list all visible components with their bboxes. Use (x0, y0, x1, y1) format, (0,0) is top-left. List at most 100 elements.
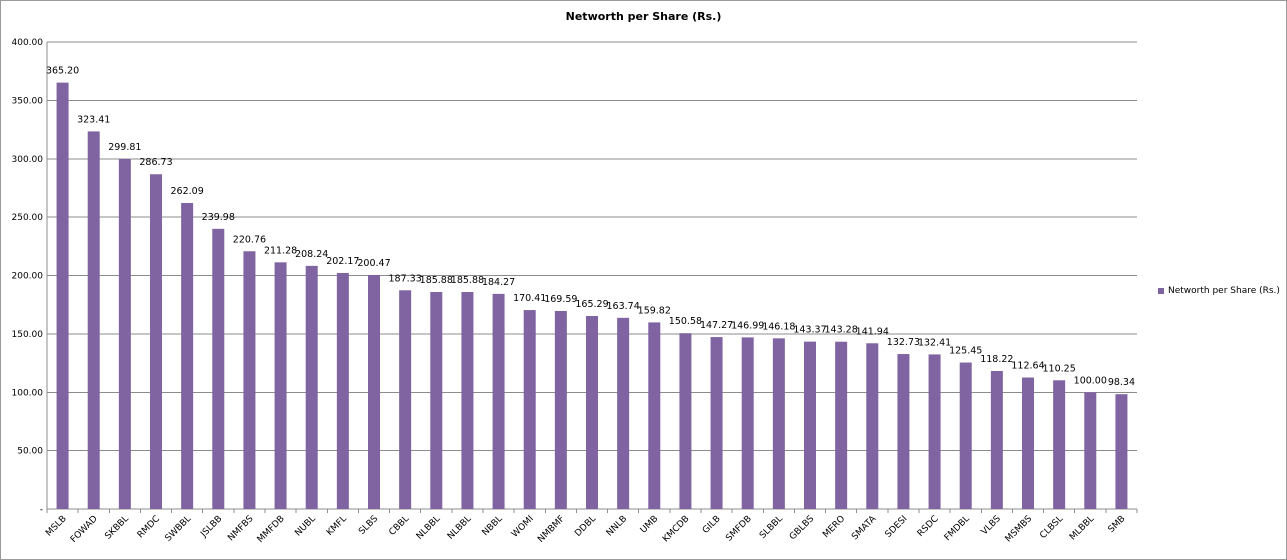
category-label: GILB (701, 514, 723, 536)
category-label: SMATA (850, 513, 879, 542)
category-label: SMB (1107, 514, 1128, 535)
data-label: 262.09 (171, 186, 204, 197)
category-label: KMCDB (661, 514, 691, 544)
category-label: RSDC (916, 514, 941, 539)
y-tick-label: 150.00 (12, 330, 44, 340)
data-label: 100.00 (1074, 375, 1107, 386)
category-label: WOMI (510, 514, 536, 540)
chart-title: Networth per Share (Rs.) (565, 10, 722, 23)
bar (1053, 380, 1066, 509)
category-label: NBBL (481, 514, 505, 538)
bar (586, 316, 598, 509)
category-label: CBBL (387, 514, 411, 538)
bar (523, 310, 536, 509)
category-label: SKBBL (103, 514, 131, 542)
bar (835, 341, 848, 509)
category-label: FMDBL (943, 514, 972, 543)
bar (928, 354, 941, 509)
legend: Networth per Share (Rs.) (1158, 286, 1280, 296)
data-label: 132.41 (918, 337, 951, 348)
data-label: 163.74 (607, 301, 640, 312)
data-label: 143.28 (825, 325, 858, 336)
data-label: 112.64 (1011, 360, 1044, 371)
data-label: 211.28 (264, 245, 297, 256)
data-label: 187.33 (389, 273, 422, 284)
category-label: GBLBS (788, 514, 816, 542)
data-label: 299.81 (108, 142, 141, 153)
category-label: NLBBL (446, 514, 474, 542)
legend-swatch (1158, 288, 1164, 294)
category-label: MMFDB (256, 514, 287, 545)
bar (679, 333, 692, 509)
data-label: 323.41 (77, 114, 110, 125)
bar (1084, 392, 1097, 509)
bar (990, 370, 1003, 509)
data-label: 169.59 (544, 294, 577, 305)
category-label: SLBS (357, 514, 380, 537)
bar (897, 354, 910, 509)
data-label: 185.88 (451, 275, 484, 286)
data-label: 141.94 (856, 326, 889, 337)
data-label: 146.18 (762, 321, 795, 332)
bar (399, 290, 412, 509)
bar (461, 291, 474, 509)
category-label: MSMBS (1004, 514, 1035, 545)
category-label: NUBL (293, 514, 317, 538)
bar (274, 262, 287, 509)
data-label: 185.88 (420, 275, 453, 286)
category-label: FOWAD (69, 514, 100, 545)
bar (1115, 394, 1128, 509)
bar (866, 343, 879, 509)
data-label: 239.98 (202, 212, 235, 223)
category-label: NNLB (605, 514, 630, 539)
data-label: 98.34 (1108, 377, 1135, 388)
y-tick-label: 400.00 (12, 38, 44, 48)
data-label: 220.76 (233, 234, 266, 245)
bar (212, 228, 225, 509)
data-label: 125.45 (949, 346, 982, 357)
bar (181, 203, 194, 509)
bar (554, 311, 567, 509)
data-label: 143.37 (793, 325, 826, 336)
y-tick-label: 250.00 (12, 213, 44, 223)
bar (87, 131, 100, 509)
category-label: SWBBL (164, 514, 194, 544)
category-label: VLBS (980, 514, 1003, 537)
y-tick-label: 300.00 (12, 155, 44, 165)
bar (959, 362, 972, 509)
data-label: 165.29 (575, 299, 608, 310)
category-label: RMDC (136, 514, 162, 540)
data-label: 365.20 (46, 66, 79, 77)
bar (368, 274, 380, 509)
category-label: SDESI (884, 514, 910, 540)
data-label: 170.41 (513, 293, 546, 304)
data-label: 208.24 (295, 249, 328, 260)
data-label: 184.27 (482, 277, 515, 288)
category-label: KMFL (325, 514, 349, 538)
bar (710, 337, 723, 509)
bar (243, 251, 256, 509)
data-label: 202.17 (326, 256, 359, 267)
bar (492, 293, 505, 509)
bar (56, 82, 69, 509)
data-label: 286.73 (139, 157, 172, 168)
bar (118, 158, 131, 509)
category-label: DDBL (573, 514, 598, 539)
data-label: 118.22 (980, 354, 1013, 365)
data-label: 132.73 (887, 337, 920, 348)
y-tick-label: 200.00 (12, 272, 44, 282)
category-label: JSLBB (198, 514, 224, 540)
bar (150, 174, 162, 509)
bar (336, 272, 349, 509)
data-label: 200.47 (357, 258, 390, 269)
y-tick-label: 100.00 (12, 388, 44, 398)
y-tick-label: 50.00 (17, 447, 43, 457)
category-label: NLBBL (415, 514, 443, 542)
bar (772, 338, 785, 509)
data-label: 159.82 (638, 305, 671, 316)
bar (617, 317, 630, 509)
bar (648, 322, 661, 509)
y-tick-label: - (40, 505, 43, 515)
category-label: CLBSL (1038, 514, 1065, 541)
bar (741, 337, 754, 509)
